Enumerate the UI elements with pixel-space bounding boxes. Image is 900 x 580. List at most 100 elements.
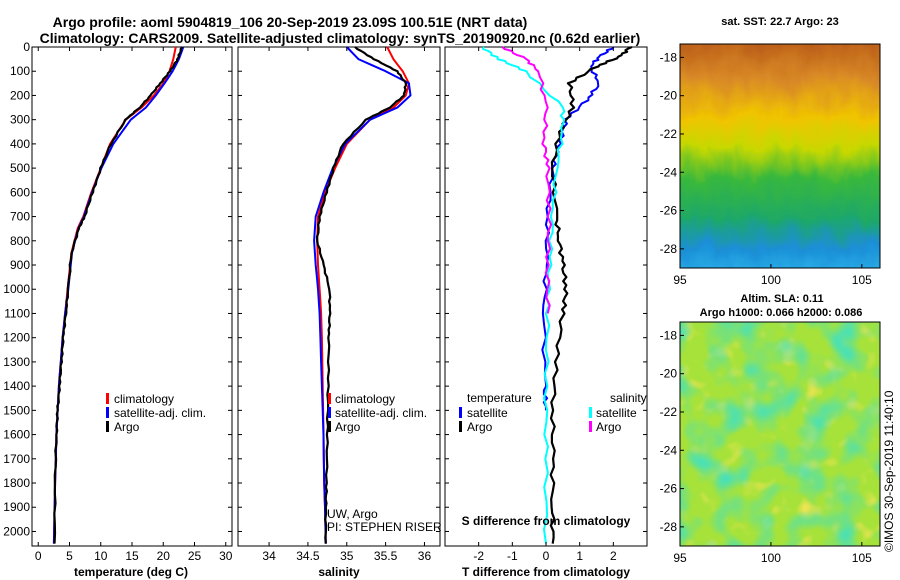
depth-tick-label: 800 [10, 234, 30, 248]
s-difference-label: S difference from climatology [462, 514, 631, 528]
series-line-satellite-adj-clim- [313, 46, 412, 544]
diff-legend-sal-satellite-swatch [589, 407, 592, 418]
header-line2: Climatology: CARS2009. Satellite-adjuste… [40, 30, 641, 46]
legend-argo-label: Argo [114, 420, 140, 434]
sst-title: sat. SST: 22.7 Argo: 23 [721, 16, 839, 28]
imos-stamp: ©IMOS 30-Sep-2019 11:40:10 [882, 390, 896, 552]
sla-title2: Argo h1000: 0.066 h2000: 0.086 [700, 307, 863, 319]
diff-legend-temp-satellite: satellite [467, 406, 508, 420]
x-tick-label: 34 [262, 549, 276, 563]
diff-legend-sal-argo-swatch [589, 421, 592, 432]
map-lat-label: -20 [660, 367, 678, 381]
x-tick-label: 2 [610, 549, 617, 563]
legend-climatology-label: climatology [114, 392, 174, 406]
map-lon-label: 95 [673, 273, 687, 287]
series-line-argo [315, 46, 408, 544]
depth-tick-label: 2000 [3, 524, 30, 538]
map-lon-label: 95 [673, 551, 687, 565]
x-tick-label: 25 [188, 549, 202, 563]
map-lat-label: -20 [660, 89, 678, 103]
xtick-layer: 0510152025303434.53535.536-2-1012-0.5-0.… [35, 47, 617, 563]
map-lon-label: 105 [852, 551, 872, 565]
map-lon-label: 100 [761, 273, 781, 287]
series-line-argo [53, 46, 184, 544]
series-line-salinity-satellite [482, 46, 566, 544]
diff-legend-temp-satellite-swatch [459, 407, 462, 418]
depth-tick-label: 1700 [3, 452, 30, 466]
legend-climatology-swatch [106, 393, 109, 404]
map-lat-label: -24 [660, 443, 678, 457]
diff-legend-temp-argo: Argo [467, 420, 493, 434]
depth-axis: 0 100 200 300 400 500 600 700 800 900 1000 1100 1200… [3, 40, 647, 538]
diff-legend-temp-argo-swatch [459, 421, 462, 432]
temperature-panel [31, 46, 233, 547]
sla-frame [679, 321, 881, 547]
x-tick-label: 36 [418, 549, 432, 563]
diff-legend-temp-head: temperature [467, 391, 532, 405]
depth-tick-label: 1000 [3, 282, 30, 296]
depth-tick-label: 200 [10, 88, 30, 102]
difference-xlabel: T difference from climatology [462, 565, 630, 579]
depth-tick-label: 900 [10, 258, 30, 272]
map-lat-label: -22 [660, 405, 678, 419]
x-tick-label: 0 [35, 549, 42, 563]
diff-legend-sal-argo: Argo [596, 420, 622, 434]
sla-field-low [680, 322, 880, 546]
series-line-climatology [52, 46, 177, 544]
credit-line1: UW, Argo [327, 507, 378, 521]
depth-tick-label: 400 [10, 137, 30, 151]
legend-satellite-label: satellite-adj. clim. [114, 406, 206, 420]
depth-tick-label: 1400 [3, 379, 30, 393]
map-lat-label: -18 [660, 50, 678, 64]
legend-argo-swatch [328, 421, 331, 432]
map-lat-label: -28 [660, 242, 678, 256]
series-line-temperature-satellite [541, 46, 615, 411]
legend-satellite-swatch [106, 407, 109, 418]
map-lat-label: -18 [660, 328, 678, 342]
salinity-legend: climatology satellite-adj. clim. Argo [328, 392, 427, 434]
map-lat-label: -26 [660, 204, 678, 218]
depth-tick-label: 100 [10, 64, 30, 78]
diff-legend-sal-head: salinity [610, 391, 647, 405]
temperature-legend: climatology satellite-adj. clim. Argo [106, 392, 206, 434]
map-lat-label: -26 [660, 482, 678, 496]
x-tick-label: -2 [473, 549, 484, 563]
x-tick-label: 30 [219, 549, 233, 563]
depth-tick-label: 1300 [3, 355, 30, 369]
sla-title1: Altim. SLA: 0.11 [740, 293, 823, 305]
x-tick-label: -1 [507, 549, 518, 563]
depth-tick-label: 1500 [3, 403, 30, 417]
depth-tick-label: 1900 [3, 500, 30, 514]
series-layer [52, 45, 633, 544]
x-tick-label: 20 [157, 549, 171, 563]
series-line-salinity-argo [501, 46, 553, 314]
sla-heatmap [680, 322, 880, 546]
series-line-satellite-adj-clim- [52, 46, 185, 544]
map-ticks: -18 -20 -22 -24 -26 -28 95 100 105 -18 -20 -22 -24 -2… [660, 50, 872, 565]
header-line1: Argo profile: aoml 5904819_106 20-Sep-20… [53, 14, 528, 30]
map-lat-label: -24 [660, 165, 678, 179]
depth-tick-label: 1800 [3, 476, 30, 490]
temperature-xlabel: temperature (deg C) [74, 565, 188, 579]
map-lon-label: 100 [761, 551, 781, 565]
x-tick-label: 35 [340, 549, 354, 563]
x-tick-label: 5 [66, 549, 73, 563]
x-tick-label: 10 [94, 549, 108, 563]
map-lat-label: -28 [660, 520, 678, 534]
salinity-panel [237, 46, 441, 547]
map-lat-label: -22 [660, 127, 678, 141]
x-tick-label: 1 [576, 549, 583, 563]
depth-tick-label: 1200 [3, 331, 30, 345]
sst-frame [679, 43, 881, 269]
legend-satellite-swatch [328, 407, 331, 418]
difference-legend: temperature salinity satellite Argo sate… [459, 391, 647, 434]
depth-tick-label: 500 [10, 161, 30, 175]
sst-heatmap [680, 44, 880, 268]
sst-field [680, 44, 880, 268]
legend-climatology-swatch [328, 393, 331, 404]
x-tick-label: 15 [125, 549, 139, 563]
depth-tick-label: 0 [23, 40, 30, 54]
credit-line2: PI: STEPHEN RISER [327, 520, 442, 534]
series-line-temperature-argo [549, 45, 633, 544]
